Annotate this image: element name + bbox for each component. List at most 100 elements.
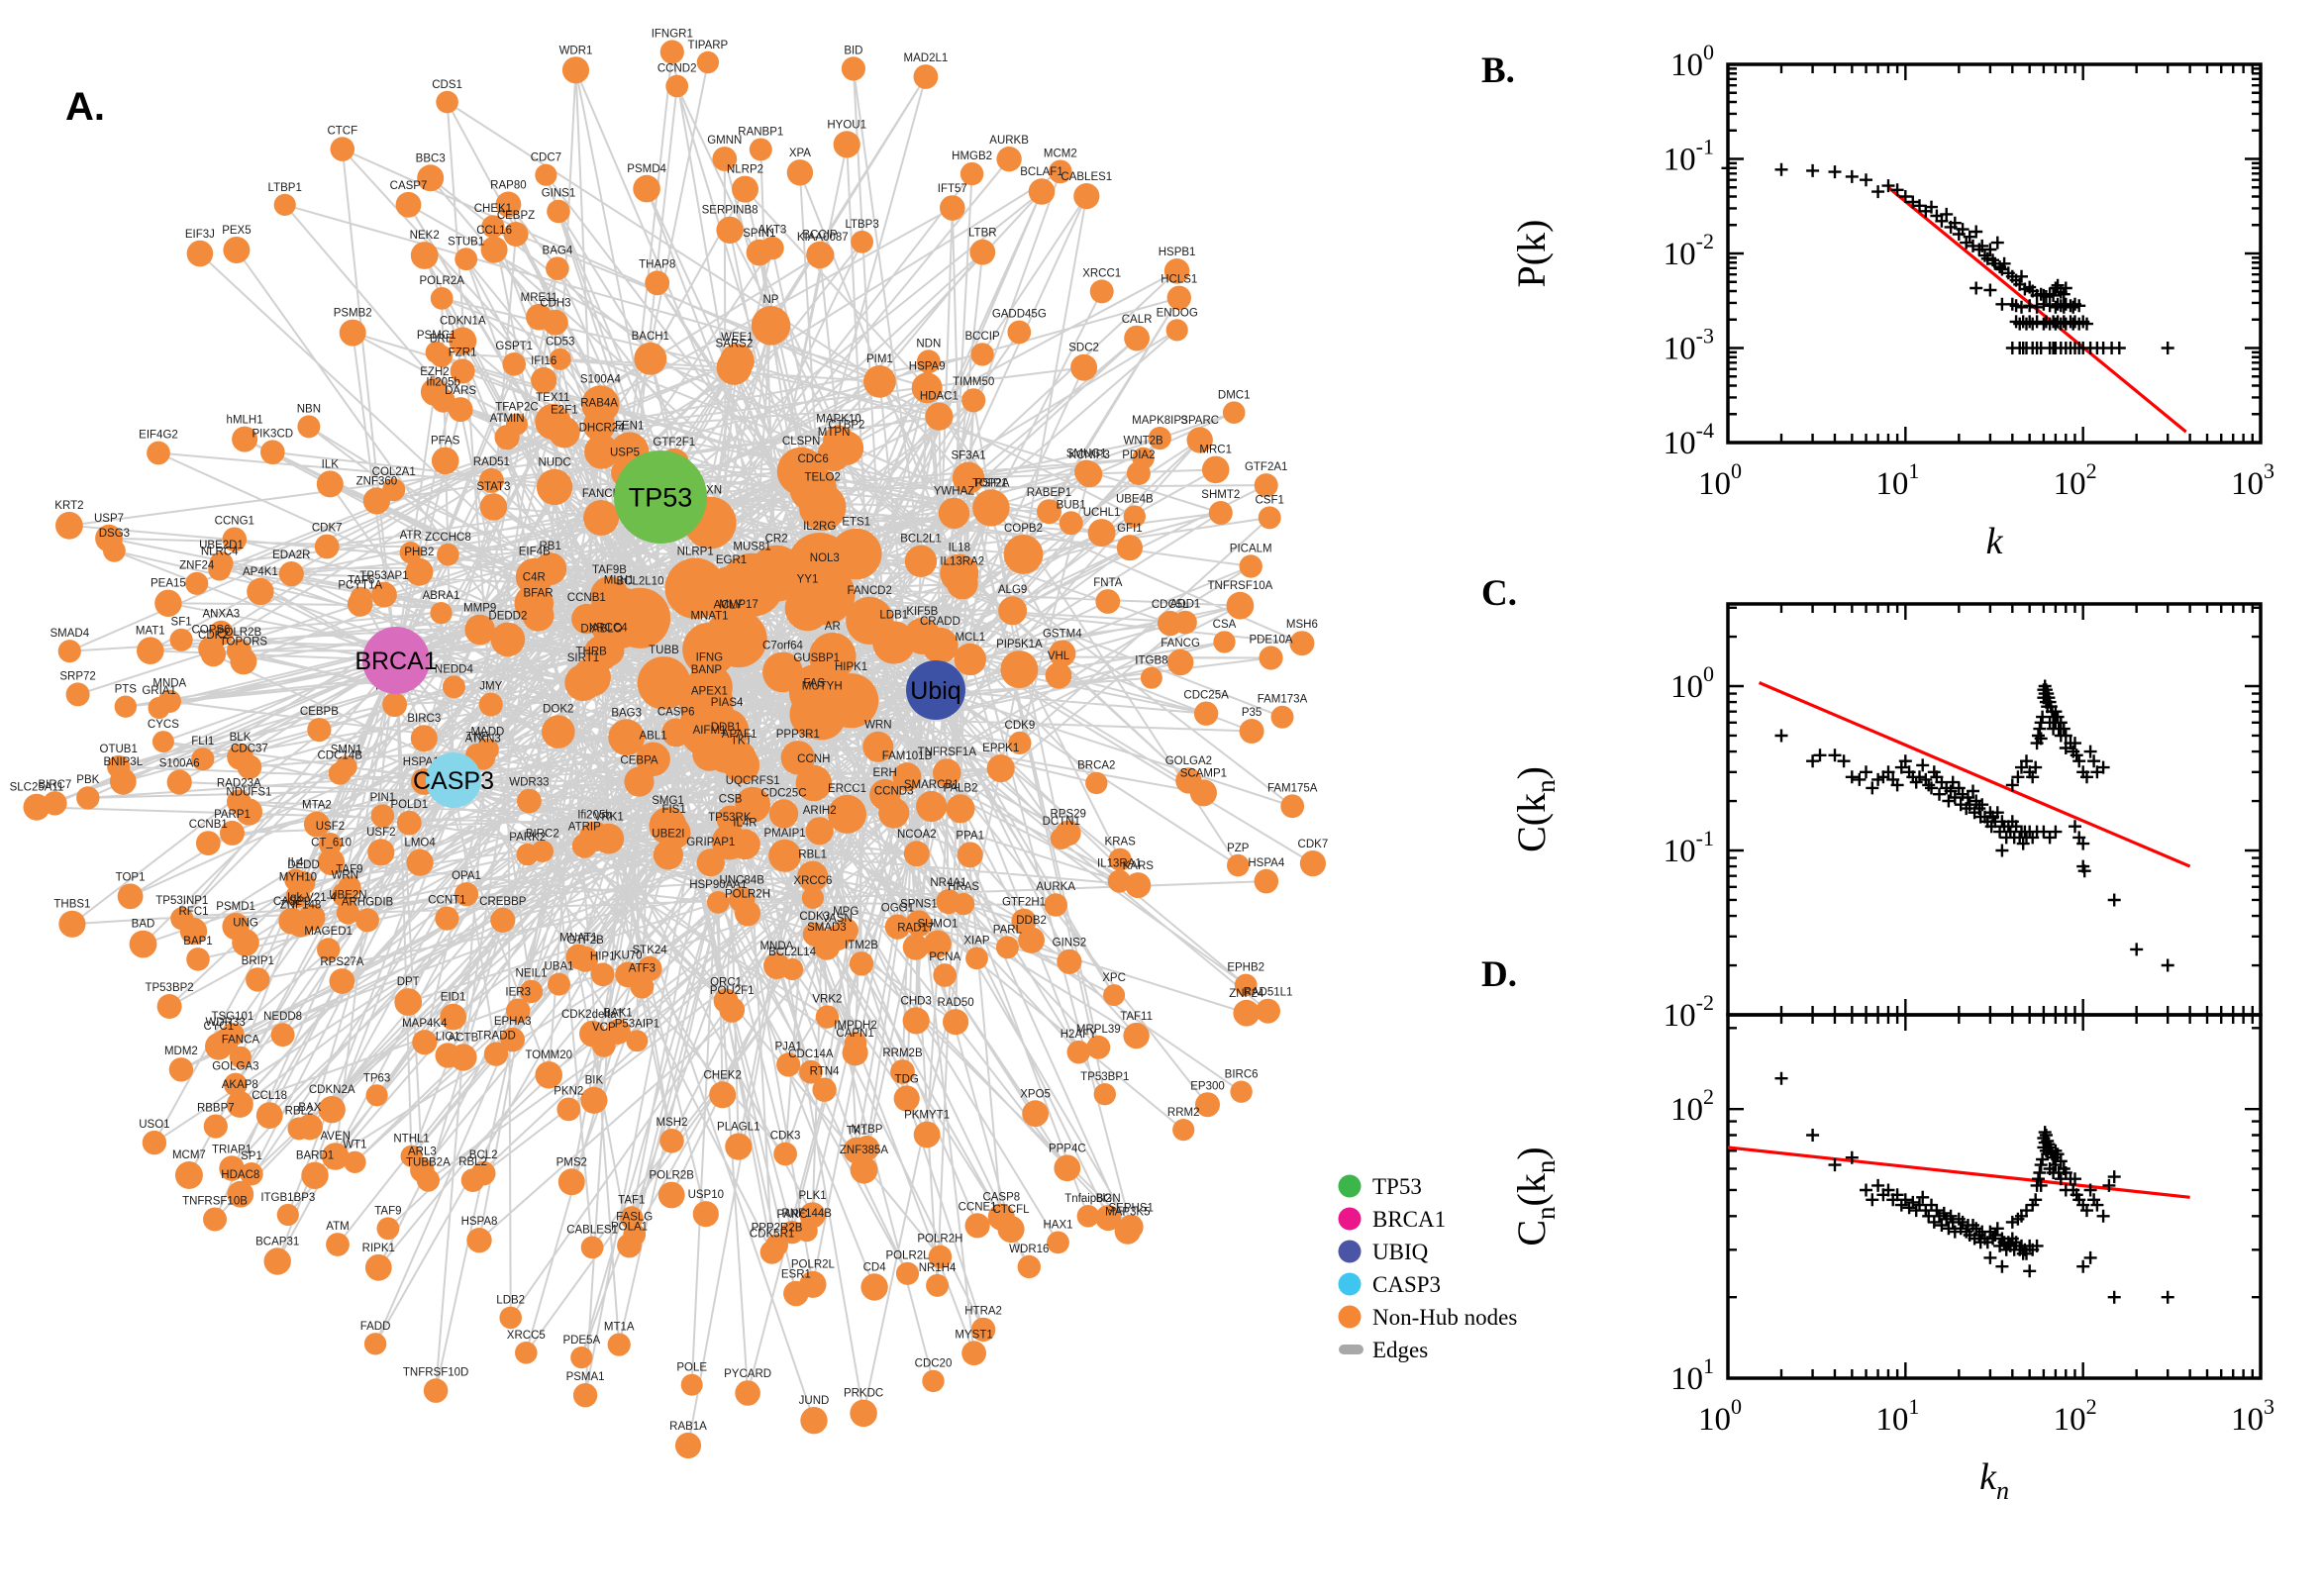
network-node [954, 643, 986, 676]
network-node-label: BAD [132, 919, 155, 931]
network-node-label: POLR2H [725, 889, 770, 901]
network-node [565, 944, 591, 970]
network-node [623, 1223, 647, 1247]
network-node [797, 860, 829, 892]
network-node-label: POLR2L [791, 1259, 836, 1271]
network-node-label: TRADD [476, 1030, 516, 1042]
network-node-label: NR4A1 [930, 877, 966, 889]
network-node-label: CDC5L [1152, 599, 1189, 611]
network-node-label: CCNT1 [428, 895, 465, 907]
network-node-label: SUMO1 [917, 919, 958, 931]
network-node-label: RAD23A [217, 777, 261, 789]
network-node [749, 138, 772, 161]
y-axis-title-C: C(kn​) [1509, 766, 1561, 852]
network-node-label: CR2 [765, 534, 788, 546]
network-node [1070, 353, 1098, 381]
network-node [850, 1155, 878, 1184]
network-node-label: SMARCB1 [904, 779, 960, 791]
network-node-label: MRE11 [521, 292, 558, 304]
network-node-label: RRM2B [882, 1047, 923, 1059]
network-node [851, 230, 873, 253]
network-node-label: TAF1 [618, 1194, 645, 1206]
network-node [330, 137, 355, 161]
network-node-label: LTBR [968, 228, 997, 240]
network-node [1123, 1022, 1150, 1049]
network-node-label: OGG1 [881, 903, 914, 915]
network-node [522, 599, 555, 632]
network-node [924, 930, 952, 958]
network-node-label: CDC6 [797, 453, 828, 465]
network-node-label: CDK5R1 [750, 1229, 794, 1241]
network-node-label: STK24 [633, 945, 668, 956]
network-node [76, 786, 100, 810]
network-node-label: NR1H4 [919, 1262, 957, 1274]
y-tick-label-B: 100 [1670, 40, 1714, 83]
network-node-label: TOMM20 [525, 1049, 572, 1061]
network-node-label: MAT1 [136, 625, 165, 637]
network-node-label: WRN [332, 870, 358, 882]
network-node [318, 848, 346, 876]
network-node [371, 581, 397, 608]
network-node [692, 737, 727, 771]
network-node-label: CCNB1 [189, 819, 228, 831]
network-node-label: ABL1 [640, 731, 667, 743]
network-node-label: CDK7 [312, 523, 343, 535]
network-node [781, 957, 804, 981]
network-node [396, 810, 422, 836]
network-node-label: RRM2 [1167, 1107, 1200, 1119]
network-node [1022, 1100, 1049, 1128]
network-node-label: LDB1 [879, 609, 908, 621]
network-node-label: MYH10 [279, 872, 317, 884]
network-node-label: GINS1 [542, 188, 576, 200]
network-node [620, 1206, 644, 1230]
network-node-labels: MNDA Ifi205b POLR2B ZNF24 USF2 BCCIP CCNB1 CDK3… [10, 28, 1329, 1432]
plot-ticks-D [1726, 1015, 2263, 1380]
network-node [946, 794, 975, 824]
network-node [1201, 455, 1230, 484]
network-node-label: PJA1 [774, 1041, 802, 1052]
network-node [1066, 1040, 1091, 1064]
network-node-label: AURKB [989, 135, 1029, 147]
network-node-label: IFNGR1 [652, 28, 693, 40]
network-node-label: CDK9 [1005, 720, 1036, 732]
network-node [1165, 319, 1188, 342]
network-node-label: CEBPA [620, 755, 657, 767]
network-node-label: ETS1 [842, 517, 870, 529]
network-node [1222, 401, 1246, 425]
legend-item: CASP3 [1338, 1272, 1441, 1297]
network-node-label: PICALM [1230, 543, 1272, 554]
hub-node-casp3 [426, 752, 481, 808]
network-node [223, 237, 251, 263]
network-node [1163, 258, 1190, 284]
network-node [961, 1341, 986, 1366]
network-node-label: PIK3CD [252, 429, 294, 441]
y-tick-label-C: 10-1 [1664, 826, 1714, 869]
network-node-label: BRIP1 [242, 955, 274, 967]
network-node [1044, 893, 1067, 917]
network-node-label: GTF2H1 [1002, 897, 1046, 909]
network-node-label: MUTYH [802, 681, 843, 693]
network-graph: MNDA Ifi205b POLR2B ZNF24 USF2 BCCIP CCNB1 CDK3… [10, 28, 1329, 1459]
network-node-label: S100A4 [580, 373, 622, 385]
network-node-label: EGR1 [716, 554, 747, 566]
network-node-label: MPG [833, 906, 858, 918]
network-node-label: HTRA2 [964, 1306, 1002, 1318]
network-node-label: POLR2A [420, 275, 465, 287]
network-node [773, 1142, 797, 1166]
legend-label: Edges [1372, 1338, 1428, 1362]
panel-c-label: C. [1481, 573, 1517, 614]
network-node-label: AVEN [320, 1131, 350, 1143]
network-node [316, 470, 344, 498]
network-node [776, 1052, 801, 1077]
network-node-label: WRN [864, 720, 891, 732]
network-node-label: DCTN1 [1043, 816, 1080, 828]
network-node-label: GFI1 [1117, 523, 1143, 535]
network-node-label: TP53RK [708, 812, 752, 824]
network-node-label: ACTB [449, 1032, 479, 1044]
network-node-label: BID [844, 45, 862, 56]
network-node-label: USF2 [316, 821, 345, 833]
network-node [107, 754, 131, 779]
network-node-label: GSPT1 [495, 341, 533, 352]
network-node-label: USP7 [94, 513, 124, 525]
network-node-label: UNG [233, 917, 258, 929]
